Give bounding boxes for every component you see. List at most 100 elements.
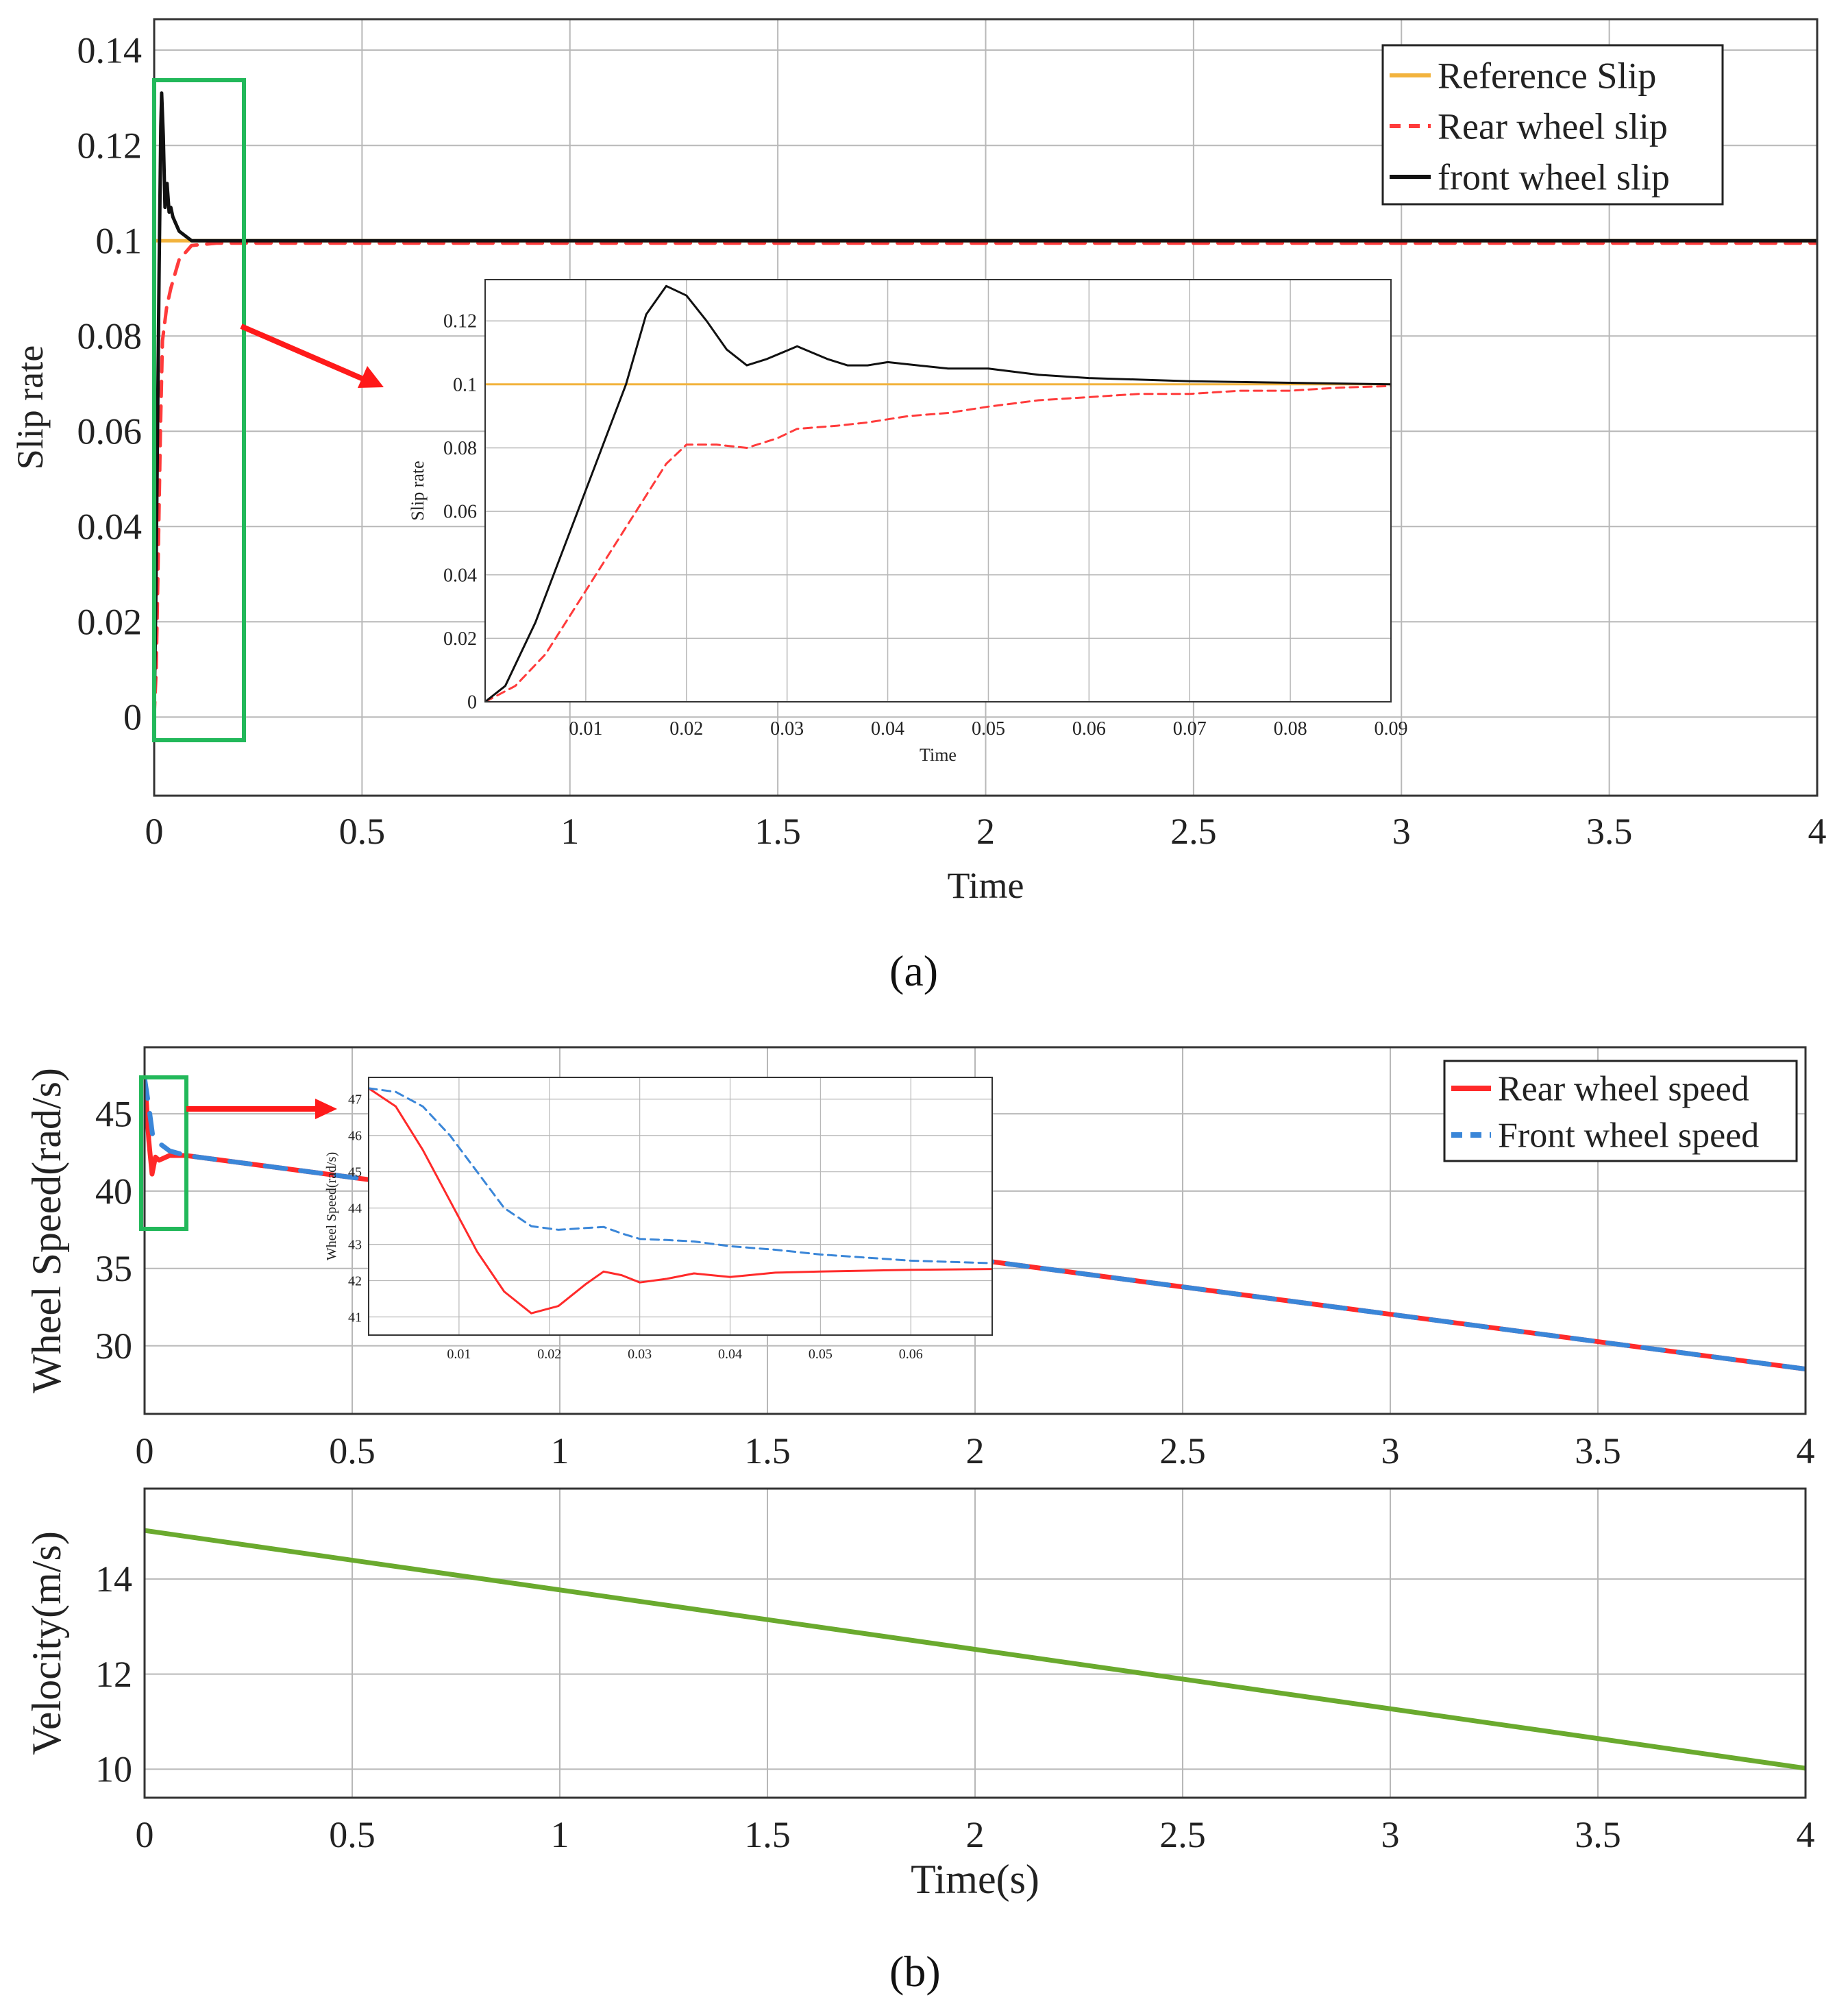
slip_main-xtick-label-3: 1.5 [754, 811, 801, 852]
velocity-ylabel: Velocity(m/s) [24, 1531, 69, 1755]
velocity-chart: 0 0.5 1 1.5 2 2.5 3 3.5 4 10 12 14 Time(s) Velocity(m… [24, 1487, 1815, 1902]
speed_main-xtick-label-8: 4 [1797, 1430, 1815, 1471]
speed_inset-ytick-label-1: 42 [348, 1273, 362, 1288]
slip_main-ytick-label-5: 0.1 [96, 221, 143, 262]
velocity-xtick-label-6: 3 [1381, 1814, 1400, 1855]
slip_inset-xtick-label-8: 0.09 [1375, 718, 1408, 740]
slip_main-legend-box [1381, 44, 1724, 206]
speed_inset-ytick-label-4: 45 [348, 1164, 362, 1180]
slip_inset-ytick-label-6: 0.12 [443, 311, 477, 332]
slip_inset-series-1-line [485, 384, 1391, 702]
slip_inset-ytick-label-2: 0.04 [443, 565, 477, 586]
speed_main-legend-label-1: Front wheel speed [1498, 1116, 1759, 1156]
velocity-xtick-label-4: 2 [966, 1814, 985, 1855]
speed_inset-xtick-label-5: 0.06 [899, 1347, 923, 1362]
speed_main-xtick-label-5: 2.5 [1159, 1430, 1206, 1471]
speed_main-ylabel: Wheel Speed(rad/s) [24, 1068, 69, 1393]
slip_main-ytick-label-4: 0.08 [77, 316, 143, 357]
slip_main-legend-label-1: Rear wheel slip [1438, 106, 1668, 147]
velocity-ytick-label-0: 10 [95, 1749, 132, 1790]
slip_inset-xtick-label-3: 0.04 [871, 718, 904, 740]
speed_inset-xtick-label-0: 0.01 [447, 1347, 471, 1362]
speed_inset-series-group [369, 1087, 992, 1315]
slip_inset-frame [484, 279, 1392, 702]
velocity-series-0-line [145, 1528, 1806, 1771]
velocity-ytick-label-2: 14 [95, 1559, 132, 1600]
velocity-xlabel: Time(s) [911, 1857, 1039, 1902]
speed_main-xtick-label-0: 0 [136, 1430, 154, 1471]
slip-zoom-arrowhead [358, 366, 384, 388]
slip_main-ytick-label-6: 0.12 [77, 125, 143, 167]
slip_main-series-1-line [154, 241, 1817, 719]
speed_main-legend-label-0: Rear wheel speed [1498, 1070, 1749, 1109]
slip_main-ytick-label-0: 0 [123, 697, 142, 738]
speed_main-ytick-label-3: 45 [95, 1093, 132, 1134]
velocity-ytick-label-1: 12 [95, 1654, 132, 1695]
slip_inset-xtick-label-1: 0.02 [669, 718, 703, 740]
speed_main-ytick-label-0: 30 [95, 1325, 132, 1367]
slip_main-xtick-label-8: 4 [1808, 811, 1827, 852]
velocity-xtick-label-1: 0.5 [329, 1814, 375, 1855]
slip_main-xtick-label-4: 2 [976, 811, 995, 852]
speed_main-legend-box [1443, 1060, 1798, 1162]
velocity-xtick-label-8: 4 [1797, 1814, 1815, 1855]
slip_main-xtick-label-6: 3 [1392, 811, 1411, 852]
panel-label-a: (a) [889, 946, 939, 995]
slip_inset-series-group [485, 284, 1391, 702]
slip_main-series-group [154, 91, 1817, 719]
slip_inset-ytick-label-0: 0 [467, 692, 477, 713]
speed_inset-frame [368, 1077, 993, 1336]
speed_inset-ytick-label-2: 43 [348, 1237, 362, 1252]
velocity-xtick-label-2: 1 [551, 1814, 569, 1855]
slip-zoom-arrow [240, 323, 365, 382]
slip_inset-xtick-label-2: 0.03 [770, 718, 804, 740]
speed_inset-xtick-label-3: 0.04 [718, 1347, 742, 1362]
slip_inset-xtick-label-5: 0.06 [1072, 718, 1106, 740]
speed_inset-plot-area [369, 1077, 992, 1335]
slip_main-legend-label-0: Reference Slip [1438, 55, 1656, 96]
slip_inset-ylabel: Slip rate [408, 461, 428, 520]
velocity-xtick-label-3: 1.5 [744, 1814, 791, 1855]
slip_inset-ytick-label-3: 0.06 [443, 502, 477, 523]
speed_main-ytick-label-2: 40 [95, 1171, 132, 1212]
slip_main-ytick-label-1: 0.02 [77, 602, 143, 643]
speed_main-xtick-label-6: 3 [1381, 1430, 1400, 1471]
slip_inset-ytick-label-5: 0.1 [453, 374, 477, 395]
slip_inset-series-2-line [485, 284, 1391, 702]
panel-label-b: (b) [889, 1947, 941, 1996]
slip_inset-ytick-label-4: 0.08 [443, 438, 477, 459]
slip_main-xlabel: Time [947, 865, 1024, 906]
slip_main-ylabel: Slip rate [10, 345, 51, 469]
slip_main-series-2-line [154, 91, 1817, 719]
speed_inset-series-0-line [369, 1087, 992, 1315]
velocity-series-group [145, 1528, 1806, 1771]
speed_inset-ytick-label-3: 44 [348, 1201, 362, 1216]
velocity-frame [143, 1487, 1807, 1799]
velocity-xtick-label-5: 2.5 [1159, 1814, 1206, 1855]
speed_inset-ylabel: Wheel Speed(rad/s) [324, 1152, 339, 1260]
speed_inset-xtick-label-2: 0.03 [628, 1347, 652, 1362]
speed_main-series-group [145, 1075, 1806, 1371]
speed_main-ytick-label-1: 35 [95, 1248, 132, 1289]
speed_inset-ytick-label-5: 46 [348, 1129, 362, 1144]
slip_main-xtick-label-7: 3.5 [1586, 811, 1633, 852]
speed_main-xtick-label-3: 1.5 [744, 1430, 791, 1471]
slip_main-xtick-label-5: 2.5 [1170, 811, 1217, 852]
speed_inset-series-1-line [369, 1087, 992, 1264]
slip-zoom-indicator [152, 78, 384, 742]
speed_main-xtick-label-7: 3.5 [1575, 1430, 1621, 1471]
speed-zoom-indicator [139, 1075, 337, 1231]
speed-inset-chart: 0.01 0.02 0.03 0.04 0.05 0.06 41 42 43 44 45 46 47 Wh… [324, 1077, 993, 1362]
speed_main-xtick-label-2: 1 [551, 1430, 569, 1471]
slip_inset-xlabel: Time [920, 745, 957, 765]
slip_inset-xtick-label-6: 0.07 [1173, 718, 1207, 740]
slip-zoom-box [152, 78, 246, 742]
slip_inset-xtick-label-7: 0.08 [1274, 718, 1307, 740]
speed-zoom-box [139, 1075, 188, 1231]
slip_inset-ytick-label-1: 0.02 [443, 628, 477, 650]
speed_main-xtick-label-4: 2 [966, 1430, 985, 1471]
slip_main-xtick-label-0: 0 [145, 811, 164, 852]
slip_inset-xtick-label-0: 0.01 [569, 718, 602, 740]
velocity-xtick-label-7: 3.5 [1575, 1814, 1621, 1855]
